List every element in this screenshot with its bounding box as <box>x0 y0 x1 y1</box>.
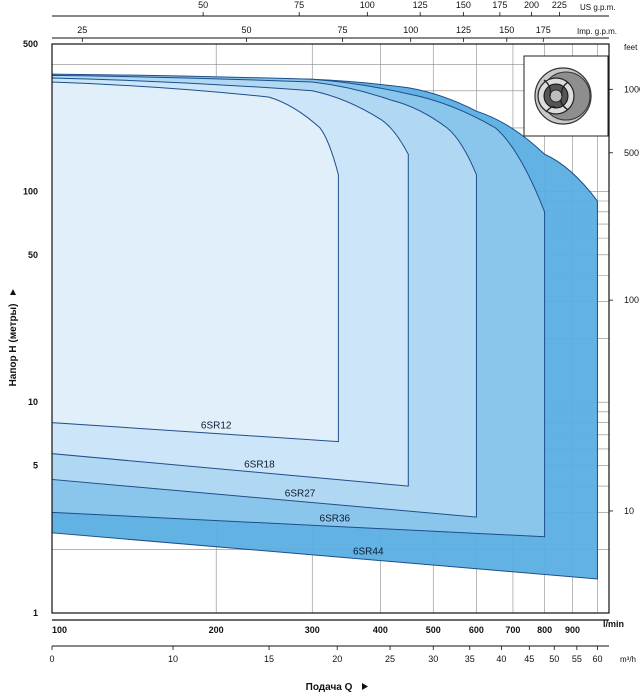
y-axis: 1 5 10 50 100 500 <box>23 39 38 618</box>
feet-axis-unit: feet <box>624 43 638 52</box>
feet-tick-label: 100 <box>624 295 639 305</box>
m3h-axis-unit: m³/h <box>620 655 636 664</box>
m3h-axis: 0 10 15 20 25 30 35 40 45 50 55 60 <box>49 645 609 664</box>
series-label-6sr18: 6SR18 <box>244 460 275 471</box>
feet-tick-label: 10 <box>624 506 634 516</box>
imp-gpm-tick-label: 75 <box>338 25 348 35</box>
x-tick-label: 900 <box>565 625 580 635</box>
y-axis-title: Напор H (метры) <box>8 304 19 387</box>
series-areas <box>51 73 598 580</box>
x-axis-title: Подача Q <box>306 682 353 693</box>
area-6sr12 <box>51 81 339 443</box>
plot-border <box>51 43 610 614</box>
x-axis-arrow-icon <box>362 683 368 690</box>
m3h-tick-label: 35 <box>465 654 475 664</box>
y-tick-label: 100 <box>23 186 38 196</box>
x-axis-unit: l/min <box>603 619 624 629</box>
us-gpm-tick-label: 225 <box>552 0 567 10</box>
top-axes: 50 75 100 125 150 175 200 225 25 50 75 100 125 150 175 <box>52 0 609 42</box>
us-gpm-tick-label: 50 <box>198 0 208 10</box>
x-tick-label: 700 <box>505 625 520 635</box>
x-tick-label: 400 <box>373 625 388 635</box>
series-label-6sr12: 6SR12 <box>201 421 232 432</box>
series-label-6sr27: 6SR27 <box>285 488 316 499</box>
x-tick-label: 300 <box>305 625 320 635</box>
us-gpm-tick-label: 75 <box>294 0 304 10</box>
imp-gpm-tick-label: 25 <box>77 25 87 35</box>
us-gpm-tick-label: 150 <box>456 0 471 10</box>
imp-gpm-tick-label: 175 <box>536 25 551 35</box>
series-label-6sr36: 6SR36 <box>320 513 351 524</box>
y-tick-label: 1 <box>33 608 38 618</box>
imp-gpm-tick-label: 150 <box>499 25 514 35</box>
m3h-tick-label: 45 <box>524 654 534 664</box>
us-gpm-tick-label: 125 <box>413 0 428 10</box>
series-labels: 6SR44 6SR36 6SR27 6SR18 6SR12 <box>201 421 384 558</box>
m3h-tick-label: 0 <box>49 654 54 664</box>
m3h-tick-label: 40 <box>496 654 506 664</box>
us-gpm-tick-label: 100 <box>360 0 375 10</box>
m3h-tick-label: 10 <box>168 654 178 664</box>
feet-axis: 1000 500 100 10 <box>609 84 640 516</box>
x-axis: 100 200 300 400 500 600 700 800 900 <box>52 619 609 635</box>
us-gpm-axis-unit: US g.p.m. <box>580 3 616 12</box>
m3h-tick-label: 20 <box>332 654 342 664</box>
x-tick-label: 500 <box>426 625 441 635</box>
series-label-6sr44: 6SR44 <box>353 547 384 558</box>
plot-frame <box>51 43 610 614</box>
y-axis-arrow-icon <box>10 289 16 295</box>
x-tick-label: 200 <box>209 625 224 635</box>
imp-gpm-tick-label: 125 <box>456 25 471 35</box>
imp-gpm-tick-label: 100 <box>403 25 418 35</box>
m3h-tick-label: 25 <box>385 654 395 664</box>
impeller-icon <box>523 55 609 137</box>
m3h-tick-label: 50 <box>549 654 559 664</box>
y-tick-label: 50 <box>28 250 38 260</box>
y-tick-label: 500 <box>23 39 38 49</box>
us-gpm-tick-label: 175 <box>492 0 507 10</box>
m3h-tick-label: 55 <box>572 654 582 664</box>
m3h-tick-label: 15 <box>264 654 274 664</box>
x-tick-label: 100 <box>52 625 67 635</box>
imp-gpm-axis-unit: Imp. g.p.m. <box>577 27 617 36</box>
m3h-tick-label: 30 <box>428 654 438 664</box>
feet-tick-label: 1000 <box>624 84 640 94</box>
imp-gpm-tick-label: 50 <box>242 25 252 35</box>
y-tick-label: 5 <box>33 461 38 471</box>
m3h-tick-label: 60 <box>592 654 602 664</box>
x-tick-label: 800 <box>537 625 552 635</box>
y-tick-label: 10 <box>28 397 38 407</box>
feet-tick-label: 500 <box>624 148 639 158</box>
us-gpm-tick-label: 200 <box>524 0 539 10</box>
x-tick-label: 600 <box>469 625 484 635</box>
